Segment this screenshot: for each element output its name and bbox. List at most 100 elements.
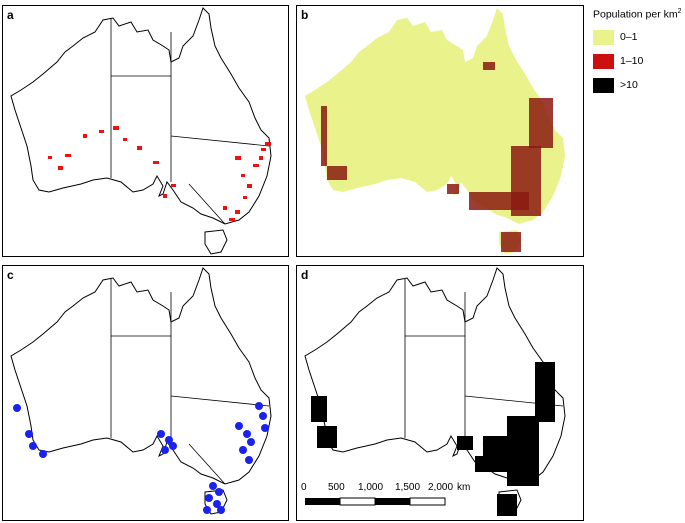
red-point xyxy=(223,206,227,210)
mainland-outline xyxy=(10,267,272,485)
legend-swatch xyxy=(593,77,614,93)
state-border xyxy=(170,135,270,147)
dense-area xyxy=(501,232,521,252)
range-overlay xyxy=(311,362,555,516)
panel-label-c: c xyxy=(7,268,14,282)
site-marker xyxy=(203,506,211,514)
state-border xyxy=(188,183,226,225)
range-patch xyxy=(507,416,539,486)
scale-tick-label: 2,000 xyxy=(428,482,454,493)
dense-area xyxy=(511,146,541,216)
panel-c: c xyxy=(2,265,289,521)
range-patch xyxy=(535,362,555,422)
panel-label-a: a xyxy=(7,8,14,22)
legend-title: Population per km2 xyxy=(593,8,682,21)
map-panel-b xyxy=(305,8,565,254)
site-marker xyxy=(213,500,221,508)
scale-segment xyxy=(409,497,446,506)
range-patch xyxy=(497,494,517,516)
tasmania-outline xyxy=(204,229,228,255)
site-marker xyxy=(243,430,251,438)
red-point xyxy=(253,164,259,167)
dense-area xyxy=(447,184,459,194)
australia-outline xyxy=(10,7,272,255)
scale-segment xyxy=(375,498,410,505)
site-marker xyxy=(255,402,263,410)
site-marker xyxy=(247,438,255,446)
red-point xyxy=(243,196,247,199)
dense-area xyxy=(483,62,495,70)
range-patch xyxy=(317,426,337,448)
dense-area xyxy=(327,166,347,180)
state-border xyxy=(188,443,226,485)
legend-label: 0–1 xyxy=(620,31,638,43)
panel-d: d 0 500 1,000 1,500 2,000 km xyxy=(296,265,584,521)
site-marker xyxy=(205,494,213,502)
range-patch xyxy=(311,396,327,422)
scale-segment xyxy=(339,497,376,506)
density-fill-mainland xyxy=(305,8,565,224)
red-point xyxy=(265,142,271,146)
map-panel-a xyxy=(10,7,272,255)
panel-label-b: b xyxy=(301,8,309,22)
range-patch xyxy=(457,436,473,450)
scale-tick-label: 1,500 xyxy=(395,482,421,493)
legend-item-1-10: 1–10 xyxy=(593,53,643,69)
red-point xyxy=(229,218,235,221)
red-point xyxy=(48,156,52,159)
scale-unit-label: km xyxy=(457,482,471,493)
legend-swatch xyxy=(593,29,614,45)
scale-tick-label: 0 xyxy=(301,482,307,493)
site-marker xyxy=(235,422,243,430)
legend: Population per km2 0–1 1–10 >10 xyxy=(593,8,683,93)
site-marker xyxy=(239,446,247,454)
red-point xyxy=(58,166,63,170)
red-point xyxy=(99,130,104,133)
dense-area xyxy=(321,106,327,166)
legend-item-0-1: 0–1 xyxy=(593,29,638,45)
mainland-outline xyxy=(10,7,272,225)
site-marker xyxy=(39,450,47,458)
red-point xyxy=(83,134,87,138)
site-marker xyxy=(245,456,253,464)
legend-label: >10 xyxy=(620,79,638,91)
red-point xyxy=(113,126,119,130)
panel-a: a xyxy=(2,5,289,257)
state-borders xyxy=(110,278,270,485)
site-marker xyxy=(259,412,267,420)
site-marker xyxy=(161,446,169,454)
red-point xyxy=(235,156,241,160)
red-point xyxy=(153,161,159,164)
red-point xyxy=(241,174,245,177)
site-marker xyxy=(157,430,165,438)
site-markers xyxy=(13,402,269,514)
red-point xyxy=(65,154,71,157)
state-borders xyxy=(110,18,270,225)
range-patch xyxy=(483,436,509,458)
range-patch xyxy=(475,456,509,472)
dense-area xyxy=(529,98,553,148)
red-point xyxy=(259,156,263,160)
scale-tick-label: 1,000 xyxy=(358,482,384,493)
panel-b: b xyxy=(296,5,584,257)
site-marker xyxy=(25,430,33,438)
red-point xyxy=(123,138,127,141)
state-border xyxy=(170,395,270,407)
red-point xyxy=(163,194,167,198)
red-point xyxy=(171,184,176,187)
dense-population-areas xyxy=(321,62,553,252)
scale-bar xyxy=(305,497,446,506)
site-marker xyxy=(209,482,217,490)
site-marker xyxy=(261,424,269,432)
site-marker xyxy=(13,404,21,412)
map-panel-d xyxy=(304,267,566,516)
panel-label-d: d xyxy=(301,268,309,282)
site-marker xyxy=(215,488,223,496)
distribution-points xyxy=(48,126,271,221)
red-point xyxy=(235,210,240,214)
site-marker xyxy=(29,442,37,450)
site-marker xyxy=(217,506,225,514)
legend-label: 1–10 xyxy=(620,55,644,67)
red-point xyxy=(261,148,266,151)
red-point xyxy=(247,184,252,188)
